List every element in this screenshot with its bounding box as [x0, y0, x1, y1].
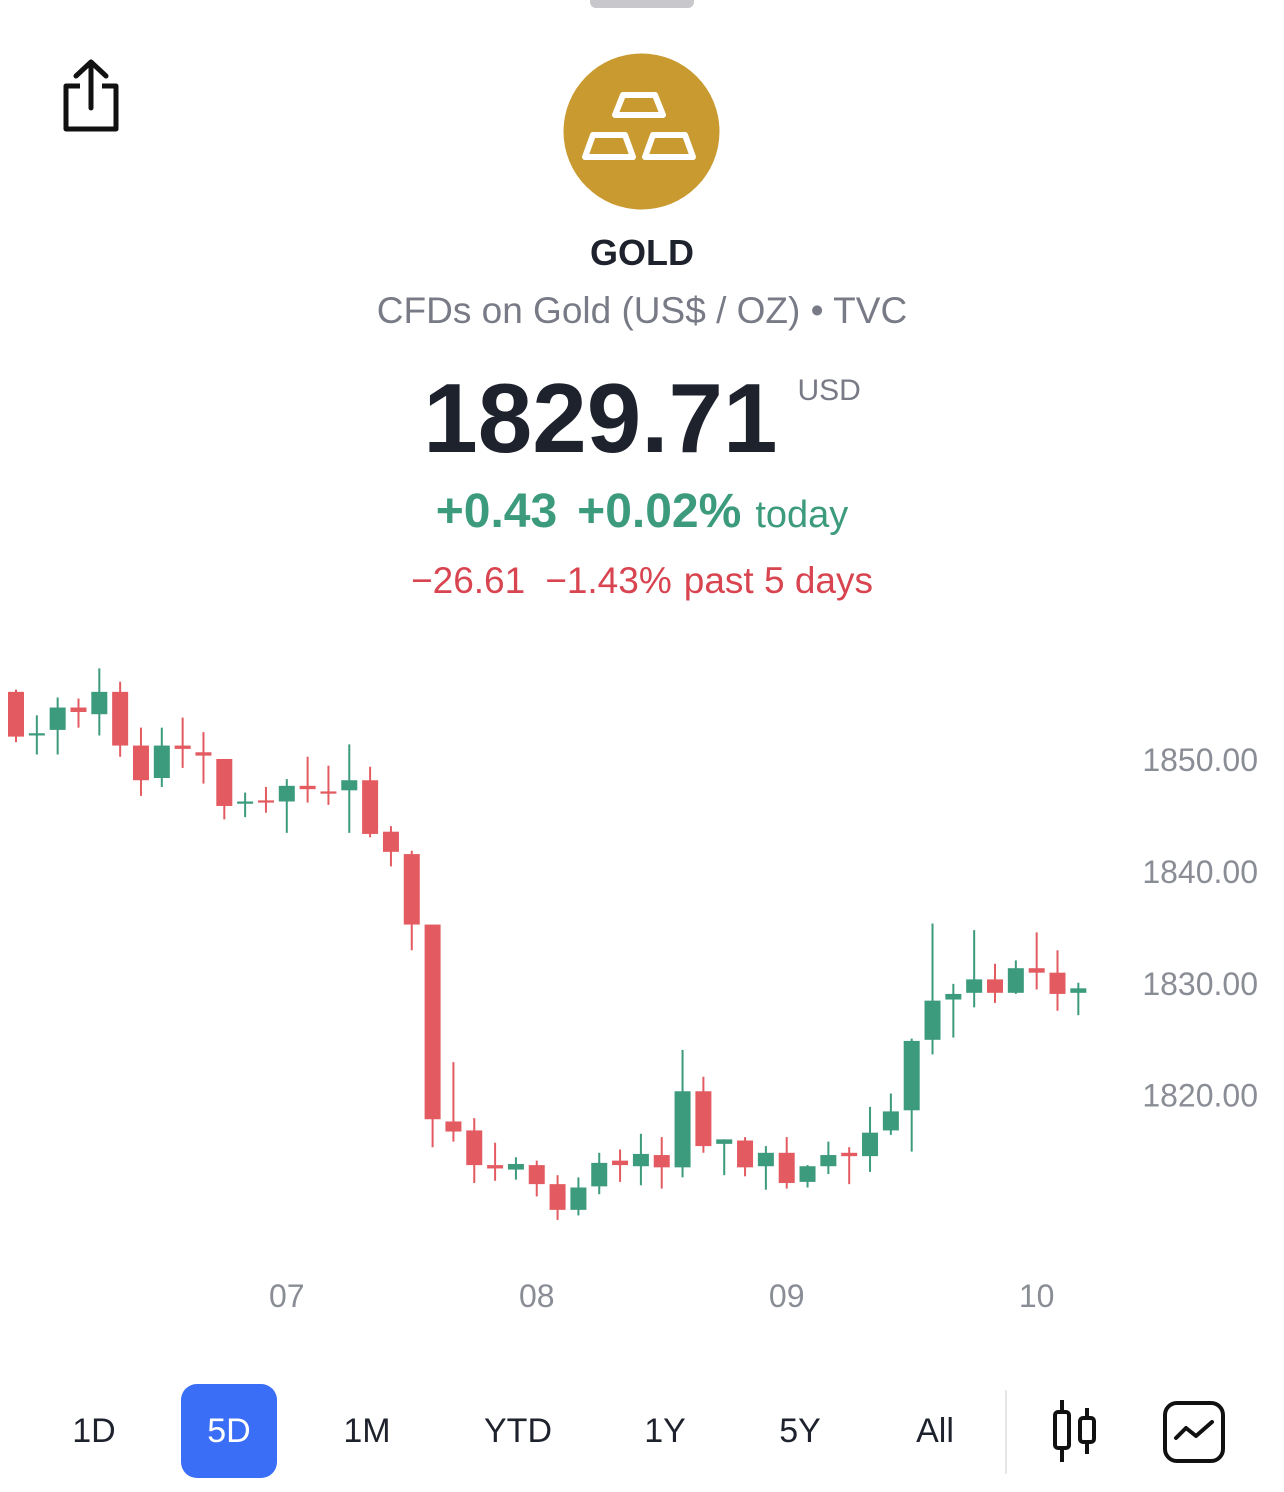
y-tick-label: 1840.00	[1142, 854, 1258, 890]
candle-type-button[interactable]	[1050, 1398, 1100, 1464]
candle-body	[362, 780, 379, 834]
candle-body	[1049, 972, 1066, 994]
candle-body	[91, 691, 108, 715]
candle-body	[341, 780, 358, 791]
candle-body	[507, 1163, 524, 1170]
candle-body	[737, 1140, 754, 1168]
range-button[interactable]: YTD	[484, 1411, 552, 1450]
candle-body	[695, 1091, 712, 1147]
grabber	[590, 0, 694, 8]
range-button[interactable]: 1D	[72, 1411, 116, 1450]
candle-body	[445, 1121, 462, 1132]
candle-body	[257, 800, 274, 803]
candle-body	[841, 1152, 858, 1157]
range-button[interactable]: 5D	[181, 1384, 277, 1478]
y-tick-label: 1850.00	[1142, 742, 1258, 778]
range-button[interactable]: All	[916, 1411, 954, 1450]
candle-body	[49, 707, 66, 730]
candle-body	[966, 979, 983, 993]
candle-body	[299, 785, 316, 790]
symbol: GOLD	[590, 232, 694, 273]
y-tick-label: 1820.00	[1142, 1078, 1258, 1114]
candlestick-chart: 1820.00 1830.00 1840.00 1850.00 07 08 09 10	[8, 668, 1258, 1314]
candle-body	[820, 1155, 837, 1167]
period-change: −26.61 −1.43% past 5 days	[0, 560, 1284, 602]
candle-body	[882, 1111, 899, 1131]
candle-body	[424, 924, 441, 1120]
price: 1829.71	[423, 363, 778, 473]
x-tick-label: 08	[519, 1278, 555, 1314]
candle-body	[1007, 968, 1024, 993]
candle-body	[528, 1165, 545, 1185]
candle-body	[778, 1152, 795, 1184]
candle-body	[195, 752, 212, 756]
change-pct: −1.43%	[545, 560, 672, 601]
price-row: 1829.71 USD	[0, 362, 1284, 475]
chart-type-button[interactable]	[1162, 1400, 1226, 1464]
y-tick-label: 1830.00	[1142, 966, 1258, 1002]
x-tick-label: 09	[769, 1278, 805, 1314]
range-button[interactable]: 5Y	[779, 1411, 821, 1450]
candle-body	[987, 979, 1004, 993]
range-button[interactable]: 1Y	[644, 1411, 686, 1450]
candle-body	[320, 791, 337, 794]
change: +0.43	[435, 485, 558, 538]
candle-body	[612, 1160, 629, 1166]
candle-body	[862, 1132, 879, 1157]
candle-body	[674, 1091, 691, 1168]
candle-body	[570, 1187, 587, 1210]
change: −26.61	[411, 560, 526, 601]
share-button[interactable]	[56, 56, 126, 136]
candle-body	[945, 993, 962, 1000]
change-label: today	[755, 494, 849, 536]
candle-body	[716, 1139, 733, 1144]
separator	[1005, 1390, 1007, 1474]
candle-body	[153, 745, 170, 778]
candle-body	[8, 691, 24, 737]
today-change: +0.43 +0.02% today	[0, 484, 1284, 539]
candle-body	[237, 801, 254, 804]
x-tick-label: 07	[269, 1278, 305, 1314]
candle-body	[403, 854, 420, 925]
candle-body	[1070, 988, 1087, 993]
candle-body	[28, 733, 45, 736]
candle-body	[1028, 968, 1045, 973]
description: CFDs on Gold (US$ / OZ) • TVC	[376, 290, 908, 331]
candle-body	[549, 1184, 566, 1210]
currency: USD	[797, 374, 861, 407]
candle-body	[216, 758, 233, 806]
change-label: past 5 days	[683, 560, 873, 601]
candle-body	[903, 1040, 920, 1111]
candle-body	[70, 707, 87, 712]
x-tick-label: 10	[1019, 1278, 1055, 1314]
candle-body	[382, 831, 399, 852]
candle-body	[174, 745, 191, 749]
candle-body	[632, 1153, 649, 1167]
candle-body	[278, 785, 295, 802]
gold-logo	[563, 53, 720, 210]
candle-body	[757, 1152, 774, 1167]
candle-body	[653, 1155, 670, 1168]
candle-body	[591, 1162, 608, 1187]
candle-body	[924, 1000, 941, 1040]
candle-body	[112, 691, 129, 746]
change-pct: +0.02%	[577, 485, 742, 538]
candle-body	[799, 1166, 816, 1182]
candle-body	[132, 745, 149, 781]
range-button[interactable]: 1M	[343, 1411, 391, 1450]
candle-body	[487, 1165, 504, 1169]
candle-body	[466, 1130, 483, 1166]
